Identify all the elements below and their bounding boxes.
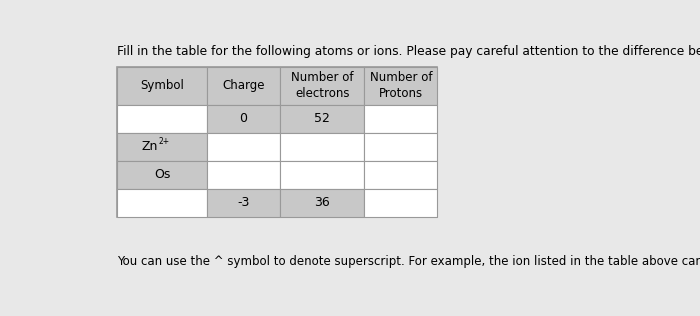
Bar bbox=[364, 161, 438, 189]
Bar bbox=[207, 161, 280, 189]
Text: Fill in the table for the following atoms or ions. Please pay careful attention : Fill in the table for the following atom… bbox=[118, 45, 700, 58]
Bar bbox=[280, 67, 364, 105]
Bar bbox=[280, 105, 364, 133]
Bar bbox=[364, 105, 438, 133]
Bar bbox=[280, 133, 364, 161]
Bar bbox=[207, 105, 280, 133]
Text: Charge: Charge bbox=[222, 80, 265, 93]
Bar bbox=[364, 67, 438, 105]
Text: 36: 36 bbox=[314, 196, 330, 209]
Text: 2+: 2+ bbox=[158, 137, 169, 146]
Text: 52: 52 bbox=[314, 112, 330, 125]
Bar bbox=[364, 189, 438, 217]
Bar bbox=[207, 67, 280, 105]
Bar bbox=[280, 161, 364, 189]
Bar bbox=[118, 105, 207, 133]
Bar bbox=[118, 189, 207, 217]
Bar bbox=[364, 133, 438, 161]
Bar bbox=[118, 67, 438, 217]
Bar bbox=[118, 161, 207, 189]
Text: Os: Os bbox=[154, 168, 170, 181]
Text: Symbol: Symbol bbox=[140, 80, 184, 93]
Bar bbox=[118, 67, 207, 105]
Text: Number of
electrons: Number of electrons bbox=[291, 71, 354, 100]
Text: Zn: Zn bbox=[141, 140, 158, 153]
Bar bbox=[207, 189, 280, 217]
Bar bbox=[207, 133, 280, 161]
Text: Number of
Protons: Number of Protons bbox=[370, 71, 432, 100]
Text: 0: 0 bbox=[239, 112, 248, 125]
Bar bbox=[280, 189, 364, 217]
Text: -3: -3 bbox=[237, 196, 250, 209]
Text: You can use the ^ symbol to denote superscript. For example, the ion listed in t: You can use the ^ symbol to denote super… bbox=[118, 255, 700, 268]
Bar bbox=[118, 133, 207, 161]
